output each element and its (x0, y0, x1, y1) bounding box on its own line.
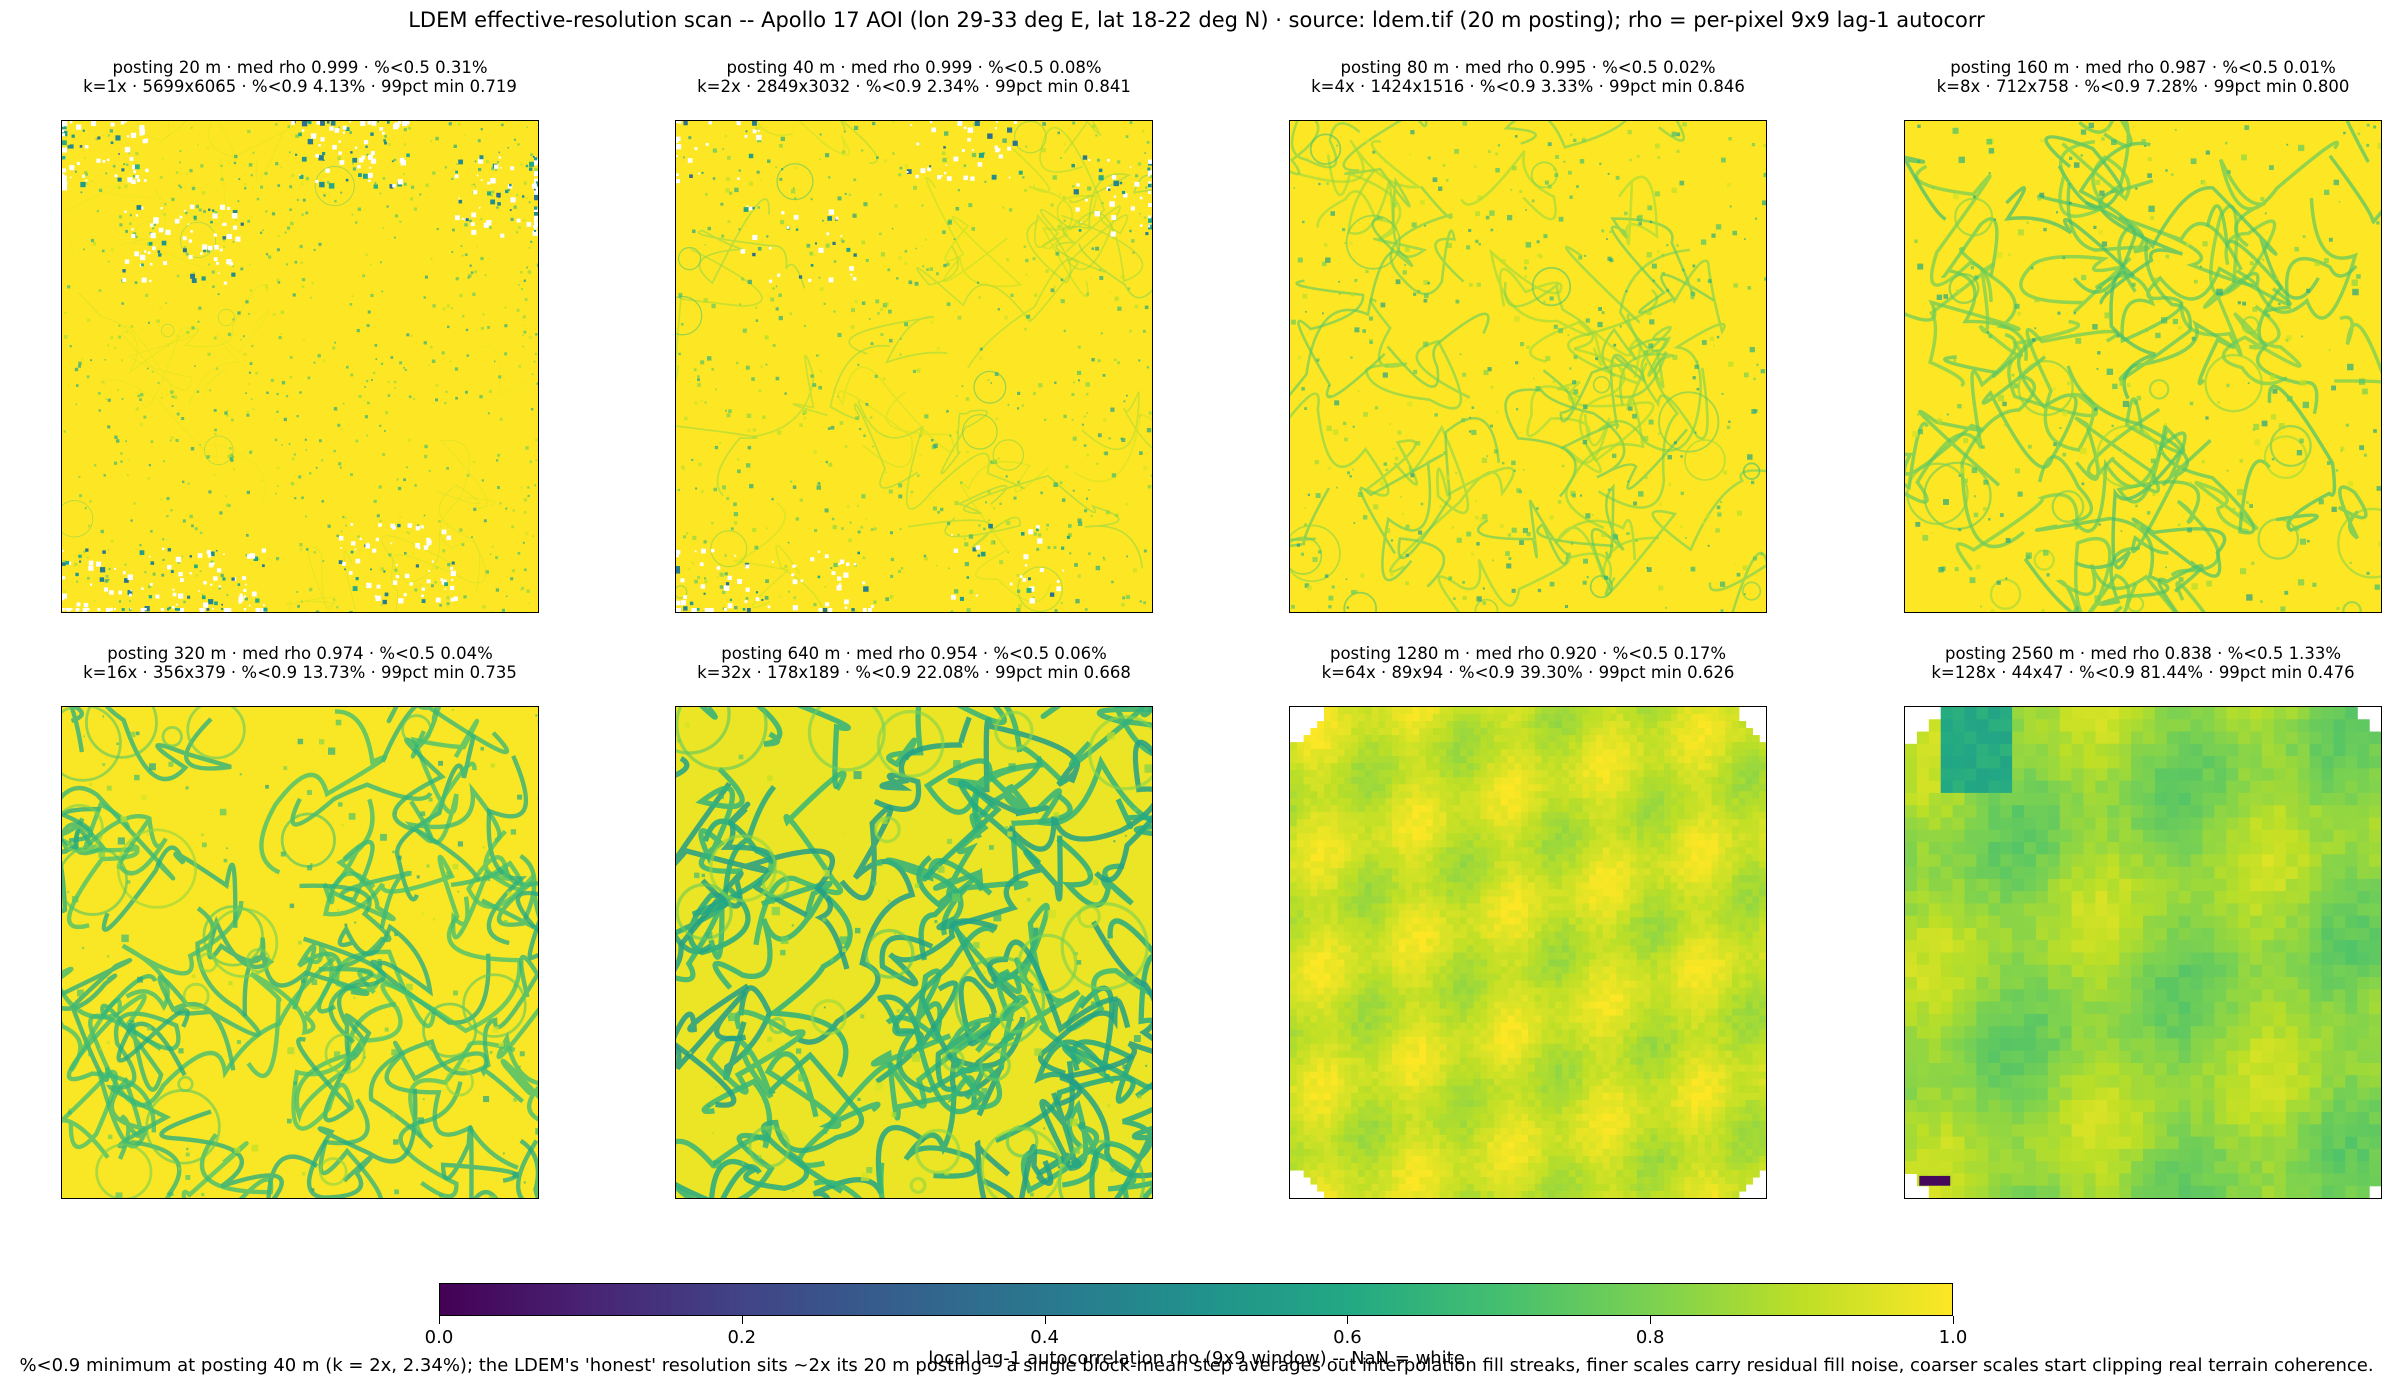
panel-title-line2: k=2x · 2849x3032 · %<0.9 2.34% · 99pct m… (697, 77, 1131, 96)
rho-map-image (1290, 121, 1766, 612)
panel-title-line1: posting 320 m · med rho 0.974 · %<0.5 0.… (107, 644, 493, 663)
colorbar-label: local lag-1 autocorrelation rho (9x9 win… (928, 1348, 1465, 1369)
panel-title-line1: posting 40 m · med rho 0.999 · %<0.5 0.0… (726, 58, 1102, 77)
heatmap-panel: posting 20 m · med rho 0.999 · %<0.5 0.3… (61, 58, 539, 613)
rho-map-image (62, 121, 538, 612)
colorbar-tick (1347, 1316, 1349, 1324)
rho-map-image (1905, 121, 2381, 612)
heatmap-panel: posting 80 m · med rho 0.995 · %<0.5 0.0… (1289, 58, 1767, 613)
heatmap-panel: posting 40 m · med rho 0.999 · %<0.5 0.0… (675, 58, 1153, 613)
rho-map-image (1290, 707, 1766, 1198)
colorbar-tick (1044, 1316, 1046, 1324)
rho-map (1289, 706, 1767, 1199)
heatmap-panel: posting 160 m · med rho 0.987 · %<0.5 0.… (1904, 58, 2382, 613)
panel-title-line1: posting 1280 m · med rho 0.920 · %<0.5 0… (1329, 644, 1727, 663)
heatmap-panel: posting 640 m · med rho 0.954 · %<0.5 0.… (675, 644, 1153, 1199)
panel-title-line1: posting 160 m · med rho 0.987 · %<0.5 0.… (1950, 58, 2336, 77)
colorbar-tick-label: 0.6 (1333, 1327, 1362, 1348)
rho-map (1904, 706, 2382, 1199)
panel-title-line1: posting 80 m · med rho 0.995 · %<0.5 0.0… (1340, 58, 1716, 77)
rho-map (675, 706, 1153, 1199)
colorbar-tick-label: 0.0 (424, 1327, 454, 1348)
colorbar-tick (1953, 1316, 1954, 1324)
panel-title-line1: posting 640 m · med rho 0.954 · %<0.5 0.… (721, 644, 1107, 663)
colorbar-tick (439, 1316, 440, 1324)
panel-title-line2: k=16x · 356x379 · %<0.9 13.73% · 99pct m… (83, 663, 517, 682)
figure-title: LDEM effective-resolution scan -- Apollo… (408, 8, 1985, 32)
figure-footnote: %<0.9 minimum at posting 40 m (k = 2x, 2… (19, 1355, 2374, 1376)
rho-map-image (676, 707, 1152, 1198)
colorbar-tick (741, 1316, 743, 1324)
colorbar: 0.0 0.2 0.4 0.6 0.8 1.0 (425, 1283, 1967, 1348)
panel-title-line1: posting 2560 m · med rho 0.838 · %<0.5 1… (1944, 644, 2342, 663)
rho-map-image (1905, 707, 2381, 1198)
heatmap-panel: posting 2560 m · med rho 0.838 · %<0.5 1… (1904, 644, 2382, 1199)
rho-map (675, 120, 1153, 613)
rho-map (61, 120, 539, 613)
panel-title-line1: posting 20 m · med rho 0.999 · %<0.5 0.3… (112, 58, 488, 77)
colorbar-tick (1650, 1316, 1652, 1324)
colorbar-tick-label: 0.8 (1635, 1327, 1665, 1348)
rho-map (61, 706, 539, 1199)
panel-title-line2: k=1x · 5699x6065 · %<0.9 4.13% · 99pct m… (83, 77, 517, 96)
colorbar-tick-label: 1.0 (1938, 1327, 1968, 1348)
colorbar-gradient (439, 1283, 1953, 1316)
rho-map-image (676, 121, 1152, 612)
panel-title-line2: k=8x · 712x758 · %<0.9 7.28% · 99pct min… (1936, 77, 2350, 96)
panel-title-line2: k=128x · 44x47 · %<0.9 81.44% · 99pct mi… (1931, 663, 2355, 682)
heatmap-panel: posting 320 m · med rho 0.974 · %<0.5 0.… (61, 644, 539, 1199)
panel-title-line2: k=64x · 89x94 · %<0.9 39.30% · 99pct min… (1321, 663, 1735, 682)
colorbar-tick-label: 0.2 (727, 1327, 757, 1348)
rho-map (1289, 120, 1767, 613)
panel-title-line2: k=4x · 1424x1516 · %<0.9 3.33% · 99pct m… (1311, 77, 1745, 96)
rho-map-image (62, 707, 538, 1198)
rho-map (1904, 120, 2382, 613)
colorbar-tick-label: 0.4 (1030, 1327, 1059, 1348)
panel-title-line2: k=32x · 178x189 · %<0.9 22.08% · 99pct m… (697, 663, 1131, 682)
heatmap-panel: posting 1280 m · med rho 0.920 · %<0.5 0… (1289, 644, 1767, 1199)
